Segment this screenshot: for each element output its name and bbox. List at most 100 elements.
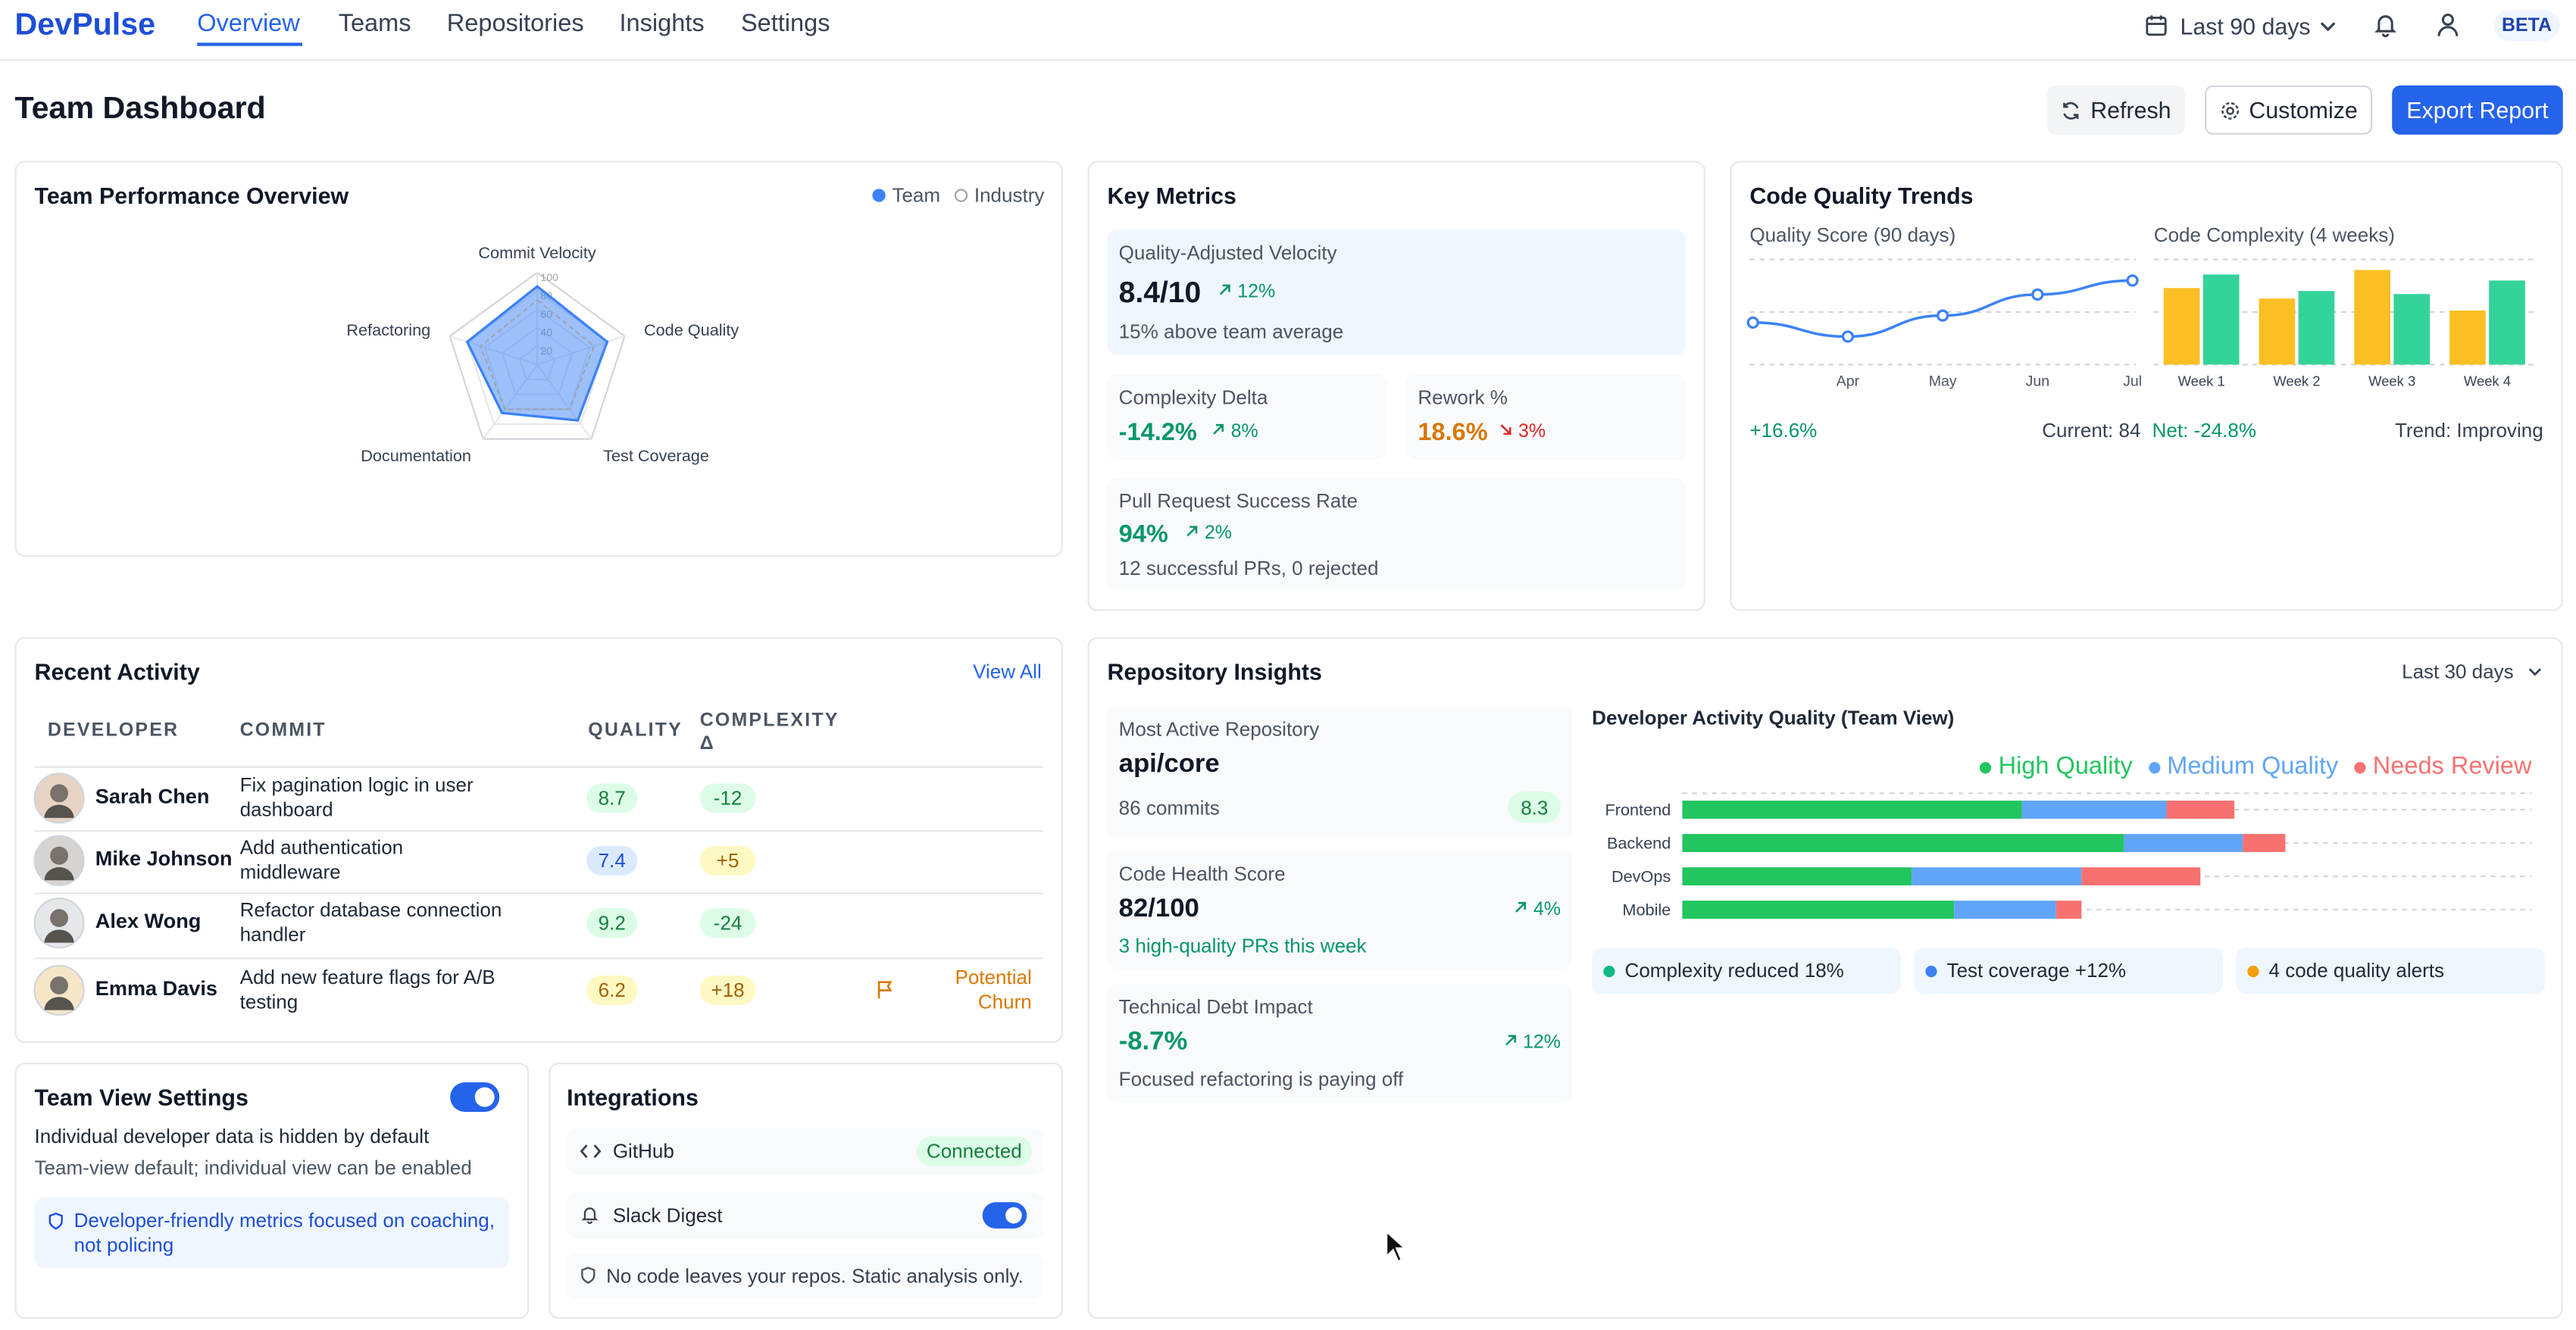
range-select[interactable]: Last 30 days — [2402, 660, 2514, 684]
card-title: Team Performance Overview — [34, 182, 349, 209]
legend-item: High Quality — [1980, 752, 2133, 780]
note-row — [567, 1253, 1043, 1300]
refresh-button[interactable]: Refresh — [2046, 85, 2185, 135]
arrow-up-icon — [1219, 284, 1230, 295]
chevron-icon — [2320, 22, 2336, 32]
arrow-up-icon — [1213, 423, 1224, 435]
date-range[interactable]: Last 90 days — [2180, 13, 2311, 40]
chip-label: Test coverage +12% — [1946, 959, 2127, 982]
metric-value: 8.4/10 — [1118, 276, 1202, 309]
card-title: Team View Settings — [34, 1084, 249, 1110]
repo-change: 12% — [1479, 1033, 1561, 1053]
card-title: Key Metrics — [1107, 182, 1236, 209]
quality-pill: 7.4 — [586, 845, 638, 876]
legend-label: High Quality — [1998, 752, 2133, 780]
chip-text: Complexity reduced 18% — [1603, 959, 1844, 982]
column-header: COMPLEXITY Δ — [699, 710, 839, 754]
change-text: 2% — [1204, 523, 1232, 544]
active-underline — [197, 42, 302, 46]
annotation: Trend: Improving — [2394, 418, 2543, 442]
legend-swatch — [1980, 761, 1992, 773]
shield-icon — [48, 1212, 63, 1230]
repo-box — [1107, 706, 1573, 838]
user-icon[interactable] — [2435, 11, 2462, 38]
arrow-down-icon — [1500, 424, 1512, 436]
nav-link[interactable]: Overview — [197, 10, 300, 38]
metric-value: 94% — [1118, 520, 1168, 549]
metric-box — [1107, 229, 1686, 355]
refresh-icon — [2064, 101, 2080, 119]
metric-value: 18.6% — [1418, 418, 1488, 447]
chevron-icon — [2528, 668, 2542, 676]
score-badge: 8.3 — [1508, 791, 1561, 823]
calendar-icon — [2146, 15, 2167, 36]
repo-label: Technical Debt Impact — [1118, 995, 1313, 1019]
brand[interactable]: DevPulse — [14, 8, 156, 43]
metric-box — [1107, 374, 1387, 461]
card-title: Recent Activity — [34, 658, 200, 685]
column-header: DEVELOPER — [47, 720, 180, 741]
annotation: +16.6% — [1749, 418, 1818, 442]
shield-icon — [581, 1266, 596, 1285]
commit-message: Add authentication middleware — [239, 835, 404, 884]
legend-item: Needs Review — [2354, 752, 2532, 780]
complexity-pill: +18 — [699, 976, 756, 1006]
toggle[interactable] — [982, 1202, 1027, 1229]
column-header: QUALITY — [588, 720, 683, 741]
performance-card — [14, 161, 1063, 557]
annotation: Current: 84 — [2042, 418, 2141, 442]
settings-card — [14, 1062, 530, 1319]
chip-label: Complexity reduced 18% — [1624, 959, 1844, 982]
churn-flag: Potential Churn — [955, 966, 1032, 1013]
card-title: Integrations — [567, 1084, 699, 1110]
change-text: 8% — [1230, 422, 1258, 442]
bell-icon[interactable] — [2372, 11, 2399, 38]
nav-link[interactable]: Teams — [338, 10, 411, 38]
repo-label: Code Health Score — [1118, 862, 1286, 885]
change-text: 4% — [1533, 900, 1561, 920]
repo-change: 4% — [1479, 900, 1561, 919]
chip-dot — [1603, 966, 1615, 978]
customize-button[interactable]: Customize — [2204, 85, 2373, 135]
quality-pill: 8.7 — [586, 783, 638, 813]
repo-label: Most Active Repository — [1118, 717, 1320, 741]
column-header: COMMIT — [239, 720, 327, 741]
chip-text: 4 code quality alerts — [2247, 959, 2444, 982]
chart-subtitle: Code Complexity (4 weeks) — [2153, 223, 2395, 247]
nav-link[interactable]: Insights — [619, 10, 705, 38]
legend-label: Needs Review — [2372, 752, 2532, 780]
legend-swatch — [2149, 761, 2161, 773]
nav-divider — [0, 59, 2576, 61]
arrow-up-icon — [1505, 1035, 1516, 1046]
view-all-link[interactable]: View All — [973, 660, 1042, 684]
note-text: Developer-friendly metrics focused on co… — [73, 1208, 495, 1257]
developer-name: Mike Johnson — [95, 847, 233, 871]
export-button[interactable]: Export Report — [2392, 85, 2563, 135]
repo-value: 82/100 — [1118, 894, 1199, 923]
code-icon — [580, 1144, 602, 1159]
repo-box — [1107, 983, 1573, 1102]
metric-note: 15% above team average — [1118, 320, 1344, 344]
status-badge: Connected — [916, 1136, 1032, 1166]
chip-dot — [1925, 966, 1937, 978]
quality-pill: 6.2 — [586, 976, 638, 1006]
change-text: 3% — [1518, 422, 1546, 442]
repo-box — [1107, 851, 1573, 969]
metric-change: 8% — [1211, 422, 1258, 442]
metric-box — [1406, 374, 1686, 461]
toggle[interactable] — [450, 1082, 500, 1113]
chart-subtitle: Quality Score (90 days) — [1749, 223, 1956, 247]
metric-label: Pull Request Success Rate — [1118, 489, 1358, 513]
chip — [1914, 948, 2223, 994]
integration-row — [567, 1192, 1043, 1238]
metric-change: 3% — [1499, 422, 1546, 442]
change-text: 12% — [1523, 1032, 1561, 1053]
metric-label: Quality-Adjusted Velocity — [1118, 241, 1337, 265]
metric-note: 12 successful PRs, 0 rejected — [1118, 557, 1379, 580]
nav-link[interactable]: Repositories — [446, 10, 584, 38]
nav-link[interactable]: Settings — [740, 10, 830, 38]
card-title: Repository Insights — [1107, 658, 1322, 685]
legend: High Quality Medium Quality Needs Review — [1592, 752, 2532, 780]
